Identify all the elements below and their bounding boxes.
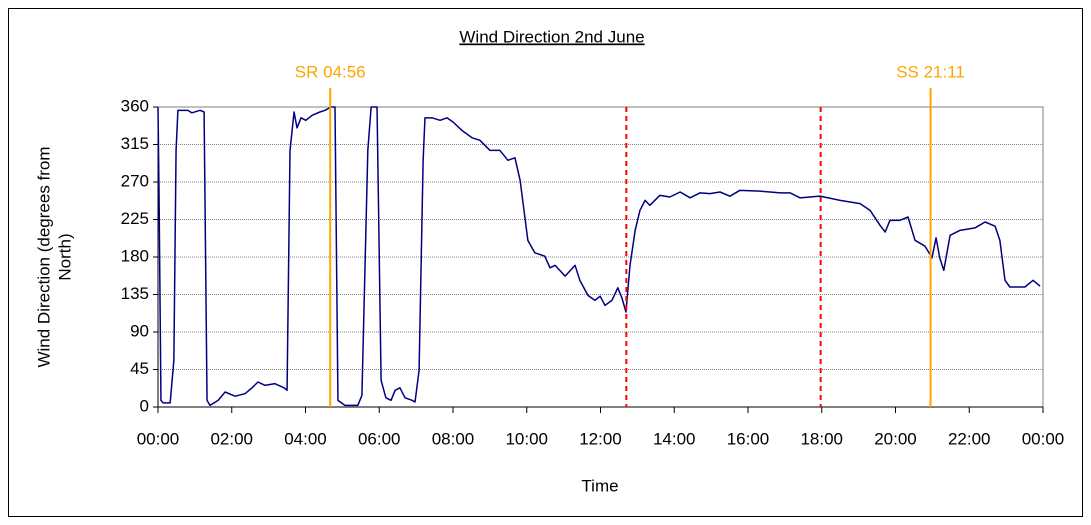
y-tick-label: 90 [130, 321, 149, 340]
y-tick-label: 135 [121, 284, 149, 303]
x-tick-label: 06:00 [358, 429, 401, 448]
x-tick-label: 18:00 [800, 429, 843, 448]
data-line [157, 106, 1041, 407]
x-tick-label: 20:00 [874, 429, 917, 448]
x-tick-label: 00:00 [1022, 429, 1065, 448]
y-tick-label: 315 [121, 134, 149, 153]
y-axis-label-line: Wind Direction (degrees from [34, 146, 53, 367]
y-tick-label: 225 [121, 209, 149, 228]
x-tick-label: 14:00 [653, 429, 696, 448]
y-tick-label: 360 [121, 96, 149, 115]
reference-label: SR 04:56 [295, 62, 366, 81]
x-tick-label: 22:00 [948, 429, 991, 448]
x-axis-label: Time [581, 476, 618, 495]
y-tick-label: 180 [121, 246, 149, 265]
reference-label: SS 21:11 [896, 62, 965, 81]
x-tick-label: 16:00 [727, 429, 770, 448]
y-axis-label: Wind Direction (degrees from North) [34, 146, 74, 367]
x-tick-label: 10:00 [505, 429, 548, 448]
x-tick-label: 00:00 [137, 429, 180, 448]
x-tick-label: 02:00 [210, 429, 253, 448]
x-tick-label: 04:00 [284, 429, 327, 448]
chart-title: Wind Direction 2nd June [459, 27, 644, 46]
y-axis-label-line: North) [55, 233, 74, 280]
x-tick-label: 12:00 [579, 429, 622, 448]
y-tick-label: 270 [121, 171, 149, 190]
y-tick-label: 0 [140, 396, 149, 415]
y-tick-label: 45 [130, 359, 149, 378]
x-tick-label: 08:00 [432, 429, 475, 448]
